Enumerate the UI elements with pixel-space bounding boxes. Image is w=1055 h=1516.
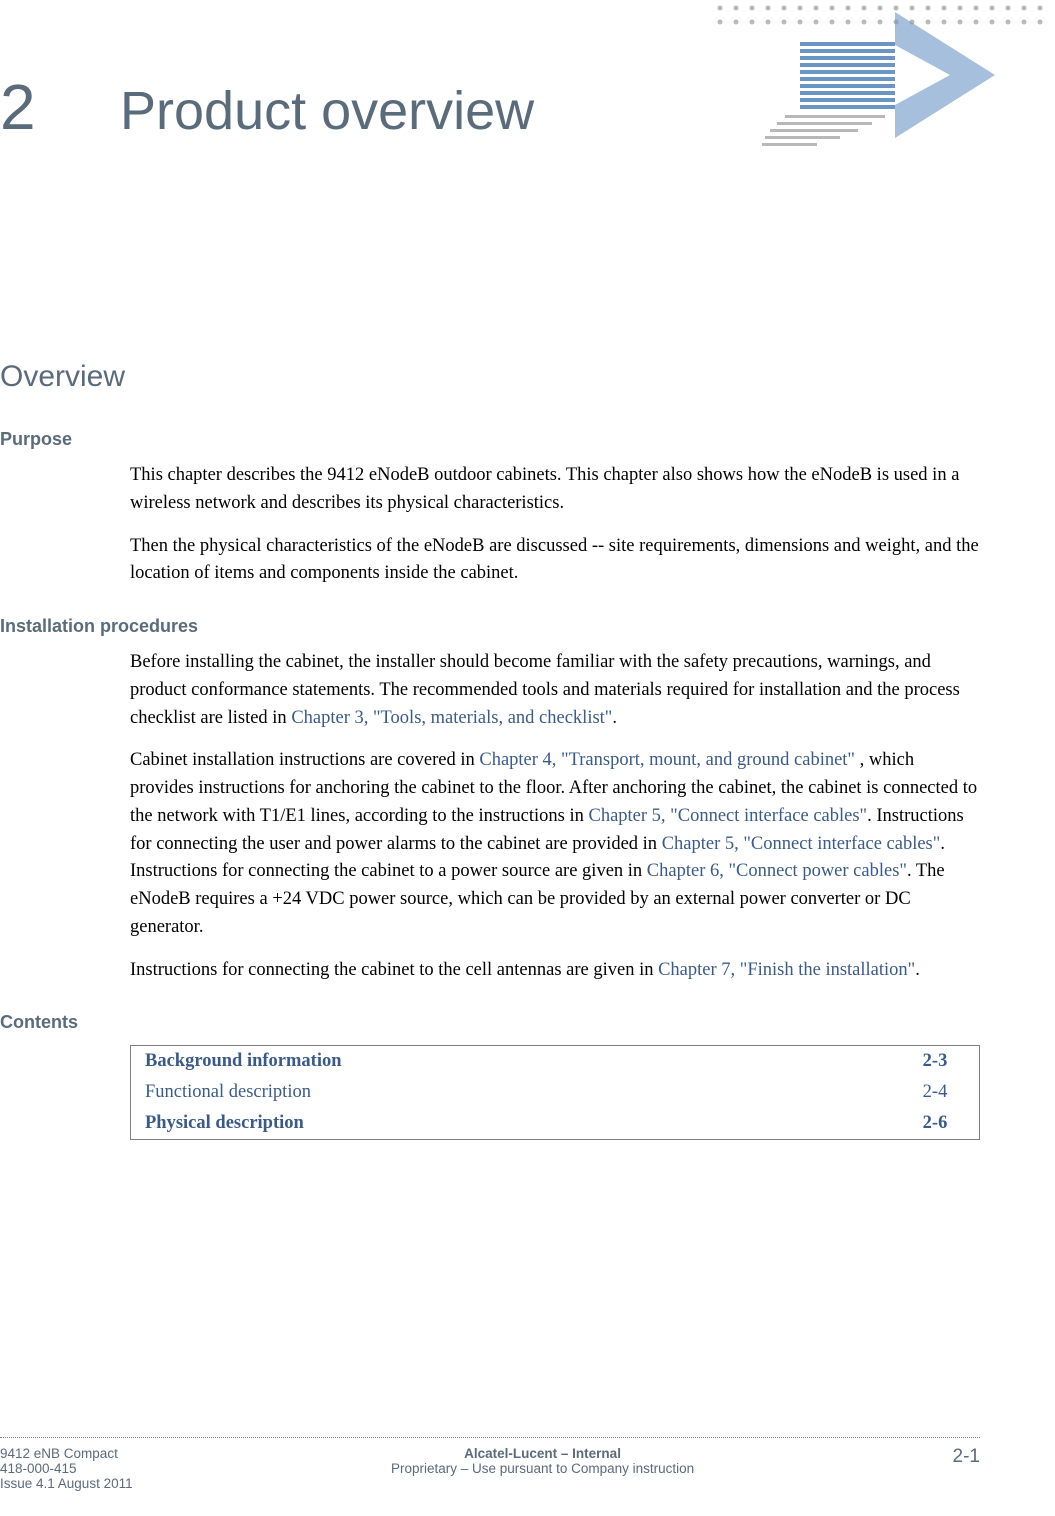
page-content: Overview Purpose This chapter describes … [0,360,980,1168]
contents-row[interactable]: Physical description 2-6 [131,1108,979,1139]
page-footer: 9412 eNB Compact 418-000-415 Issue 4.1 A… [0,1437,980,1491]
footer-company: Alcatel-Lucent – Internal [391,1446,694,1461]
footer-pagenum: 2-1 [953,1446,980,1491]
installation-para3: Instructions for connecting the cabinet … [130,957,980,985]
chapter-title: Product overview [120,80,534,142]
chapter-header: 2 Product overview [0,70,534,144]
footer-issue: Issue 4.1 August 2011 [0,1476,133,1491]
footer-center: Alcatel-Lucent – Internal Proprietary – … [391,1446,694,1491]
header-decoration [715,0,1055,150]
footer-docnum: 418-000-415 [0,1461,133,1476]
installation-section: Installation procedures Before installin… [0,616,980,984]
link-chapter7[interactable]: Chapter 7, "Finish the installation" [658,960,915,980]
installation-heading: Installation procedures [0,616,980,637]
section-title: Overview [0,360,980,394]
chapter-number: 2 [0,70,120,144]
link-chapter4[interactable]: Chapter 4, "Transport, mount, and ground… [479,750,859,770]
text-fragment: . [612,708,617,728]
link-chapter5a[interactable]: Chapter 5, "Connect interface cables" [588,806,867,826]
link-chapter6[interactable]: Chapter 6, "Connect power cables" [647,861,907,881]
footer-proprietary: Proprietary – Use pursuant to Company in… [391,1461,694,1476]
footer-product: 9412 eNB Compact [0,1446,133,1461]
purpose-section: Purpose This chapter describes the 9412 … [0,429,980,588]
contents-label: Physical description [145,1113,905,1134]
footer-left: 9412 eNB Compact 418-000-415 Issue 4.1 A… [0,1446,133,1491]
text-fragment: Cabinet installation instructions are co… [130,750,479,770]
contents-label: Background information [145,1051,905,1072]
contents-row[interactable]: Background information 2-3 [131,1046,979,1077]
contents-table: Background information 2-3 Functional de… [130,1045,980,1140]
installation-para1: Before installing the cabinet, the insta… [130,649,980,732]
contents-section: Contents Background information 2-3 Func… [0,1012,980,1140]
link-chapter5b[interactable]: Chapter 5, "Connect interface cables" [662,834,941,854]
purpose-heading: Purpose [0,429,980,450]
contents-page: 2-3 [905,1051,965,1072]
text-fragment: . [915,960,920,980]
installation-para2: Cabinet installation instructions are co… [130,747,980,941]
contents-page: 2-4 [905,1082,965,1103]
contents-heading: Contents [0,1012,980,1033]
contents-row[interactable]: Functional description 2-4 [131,1077,979,1108]
dot-arrow-pattern [715,0,1055,160]
text-fragment: Instructions for connecting the cabinet … [130,960,658,980]
purpose-para2: Then the physical characteristics of the… [130,533,980,589]
link-chapter3[interactable]: Chapter 3, "Tools, materials, and checkl… [291,708,612,728]
contents-page: 2-6 [905,1113,965,1134]
purpose-para1: This chapter describes the 9412 eNodeB o… [130,462,980,518]
contents-label: Functional description [145,1082,905,1103]
